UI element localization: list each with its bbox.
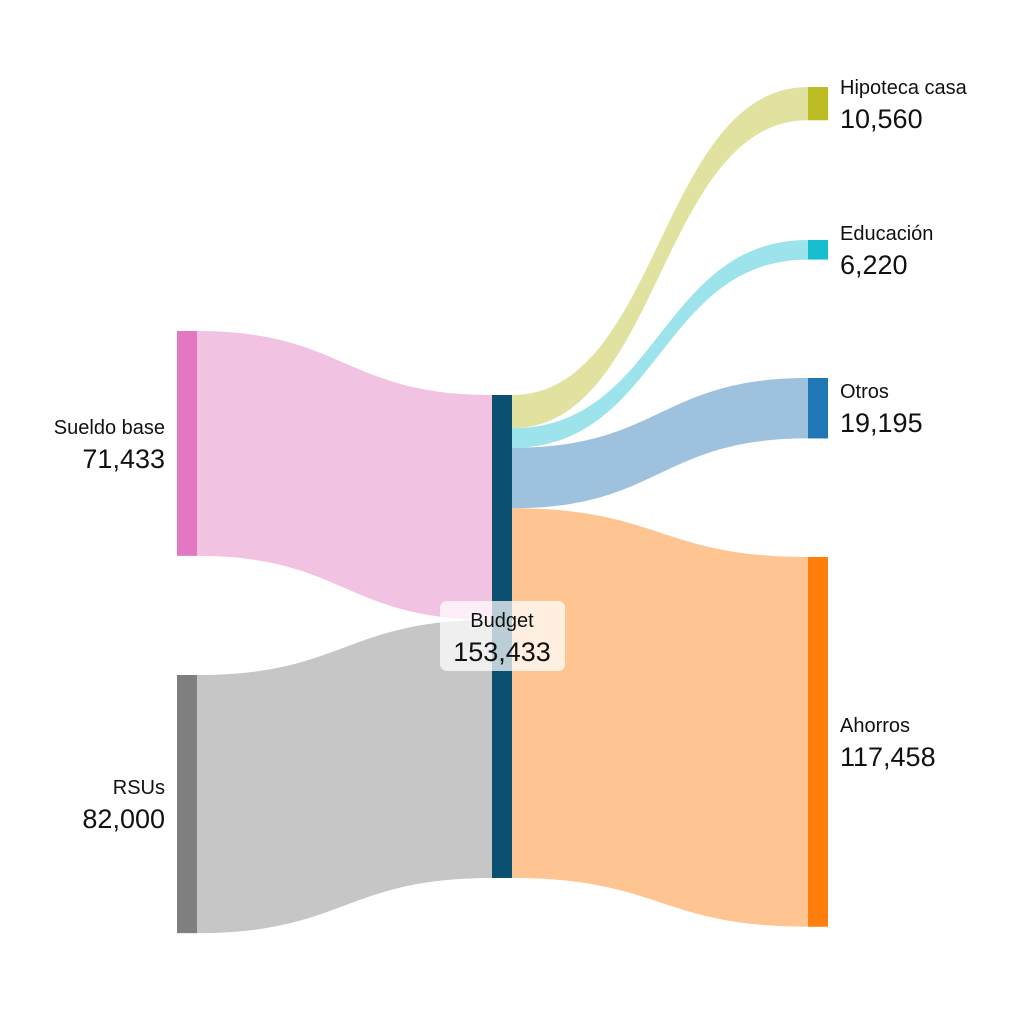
flow-budget-to-otros <box>512 378 808 509</box>
flow-budget-to-ahorros <box>512 508 808 927</box>
label-educacion-value: 6,220 <box>840 250 908 280</box>
label-rsus-title: RSUs <box>113 777 165 799</box>
node-hipoteca <box>808 87 828 121</box>
label-otros-value: 19,195 <box>840 408 923 438</box>
flow-rsus-to-budget <box>197 619 492 934</box>
label-sueldo-base: Sueldo base 71,433 <box>54 417 165 474</box>
flow-budget-to-educacion <box>512 240 808 448</box>
flow-sueldo-to-budget <box>197 331 492 620</box>
node-rsus <box>177 675 197 934</box>
label-educacion: Educación 6,220 <box>840 223 933 280</box>
label-ahorros-title: Ahorros <box>840 715 910 737</box>
flow-budget-to-hipoteca <box>512 87 808 429</box>
node-educacion <box>808 240 828 260</box>
label-rsus-value: 82,000 <box>82 804 165 834</box>
label-hipoteca-casa-title: Hipoteca casa <box>840 77 968 99</box>
label-sueldo-base-title: Sueldo base <box>54 417 165 439</box>
label-ahorros-value: 117,458 <box>840 742 936 772</box>
node-otros <box>808 378 828 439</box>
label-hipoteca-casa: Hipoteca casa 10,560 <box>840 77 968 134</box>
label-budget-backdrop <box>440 601 565 671</box>
label-sueldo-base-value: 71,433 <box>82 444 165 474</box>
label-otros: Otros 19,195 <box>840 381 923 438</box>
sankey-links <box>197 87 808 934</box>
label-ahorros: Ahorros 117,458 <box>840 715 936 772</box>
node-ahorros <box>808 557 828 927</box>
node-sueldo <box>177 331 197 556</box>
label-budget-value: 153,433 <box>453 637 551 667</box>
label-hipoteca-casa-value: 10,560 <box>840 104 923 134</box>
label-budget: Budget 153,433 <box>440 601 565 671</box>
label-rsus: RSUs 82,000 <box>82 777 165 834</box>
label-budget-title: Budget <box>470 610 534 632</box>
label-educacion-title: Educación <box>840 223 933 245</box>
label-otros-title: Otros <box>840 381 889 403</box>
